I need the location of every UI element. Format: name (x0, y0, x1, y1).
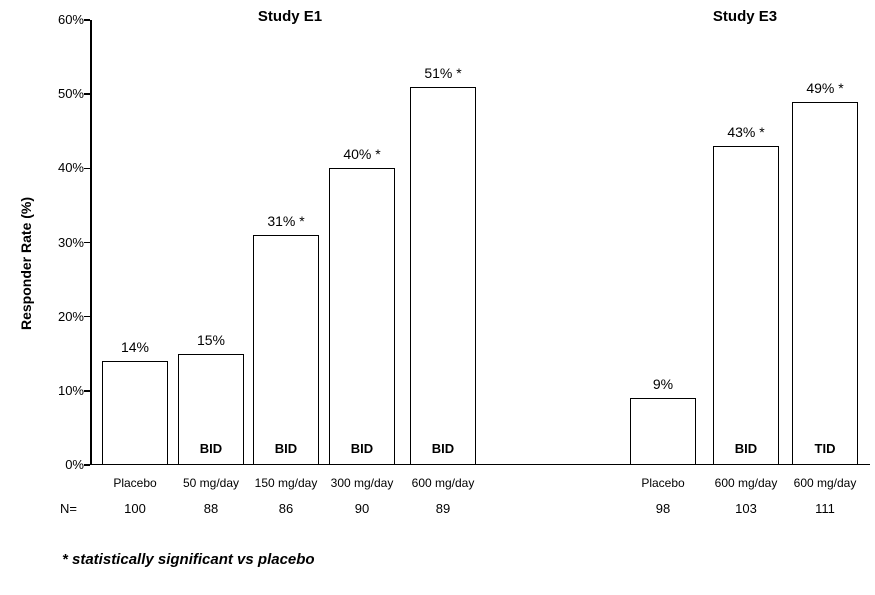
n-value: 100 (124, 501, 146, 516)
category-label: 600 mg/day (411, 476, 475, 490)
dose-regimen-label: TID (814, 441, 836, 456)
bar-value-label: 51% * (424, 64, 462, 81)
n-value: 98 (655, 501, 671, 516)
dose-regimen-label: BID (199, 441, 223, 456)
y-tick-mark (84, 315, 90, 318)
category-label: Placebo (641, 476, 685, 490)
bar (102, 361, 168, 465)
bar-value-label: 14% (120, 339, 150, 356)
bar-value-label: 31% * (267, 213, 305, 230)
y-axis (90, 20, 92, 465)
bar (329, 168, 395, 465)
y-tick-label: 20% (57, 308, 84, 324)
category-label: 600 mg/day (793, 476, 857, 490)
bar-value-label: 40% * (343, 146, 381, 163)
y-tick-label: 40% (57, 160, 84, 176)
y-tick-mark (84, 464, 90, 466)
footnote: * statistically significant vs placebo (62, 551, 315, 568)
n-value: 90 (354, 501, 370, 516)
y-tick-label: 10% (57, 382, 84, 398)
n-equals-label: N= (60, 501, 77, 516)
n-value: 103 (735, 501, 757, 516)
category-label: Placebo (113, 476, 157, 490)
y-tick-mark (84, 241, 90, 244)
n-value: 88 (203, 501, 219, 516)
y-tick-mark (84, 390, 90, 392)
category-label: 150 mg/day (254, 476, 318, 490)
bar-value-label: 49% * (806, 79, 844, 96)
dose-regimen-label: BID (274, 441, 298, 456)
bar-value-label: 15% (196, 331, 226, 348)
dose-regimen-label: BID (734, 441, 758, 456)
n-value: 111 (815, 501, 835, 516)
n-value: 86 (278, 501, 294, 516)
chart-title-study-e3: Study E3 (712, 8, 778, 25)
bar (713, 146, 779, 465)
y-tick-mark (84, 167, 90, 170)
category-label: 50 mg/day (182, 476, 240, 490)
bar (792, 101, 858, 465)
category-label: 600 mg/day (714, 476, 778, 490)
n-value: 89 (435, 501, 451, 516)
y-tick-mark (84, 19, 90, 21)
y-tick-label: 0% (65, 457, 84, 472)
bar-value-label: 9% (652, 376, 674, 393)
y-tick-label: 60% (57, 12, 84, 27)
chart-title-study-e1: Study E1 (257, 8, 323, 25)
category-label: 300 mg/day (330, 476, 394, 490)
x-axis (90, 463, 870, 465)
dose-regimen-label: BID (350, 441, 374, 456)
bar (178, 353, 244, 465)
dose-regimen-label: BID (431, 441, 455, 456)
bar (410, 86, 476, 465)
bar (630, 398, 696, 465)
y-tick-label: 30% (57, 234, 84, 250)
y-tick-mark (84, 93, 90, 95)
bar (253, 235, 319, 465)
y-tick-label: 50% (57, 86, 84, 102)
bar-value-label: 43% * (727, 124, 765, 141)
